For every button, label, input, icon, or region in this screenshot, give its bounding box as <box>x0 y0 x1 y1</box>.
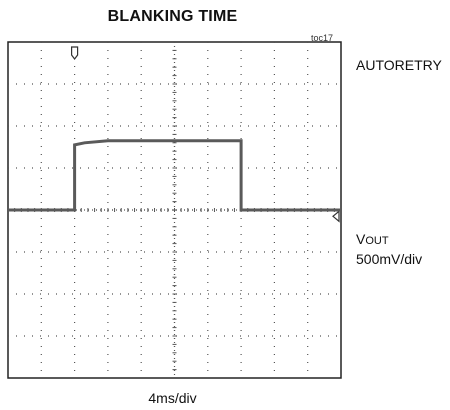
channel-label: VOUT 500mV/div <box>356 230 422 268</box>
plot-markers <box>71 46 340 223</box>
ground-marker-icon <box>332 210 340 223</box>
trigger-marker-icon <box>71 46 79 60</box>
channel-scale: 500mV/div <box>356 251 423 267</box>
chart-title: BLANKING TIME <box>107 8 238 25</box>
mode-label: AUTORETRY <box>356 57 442 73</box>
voltage-trace <box>8 139 341 212</box>
x-axis-label: 4ms/div <box>148 390 197 406</box>
plot-traces <box>8 139 341 212</box>
channel-name: VOUT <box>356 231 389 247</box>
figure-id: toc17 <box>311 33 334 43</box>
